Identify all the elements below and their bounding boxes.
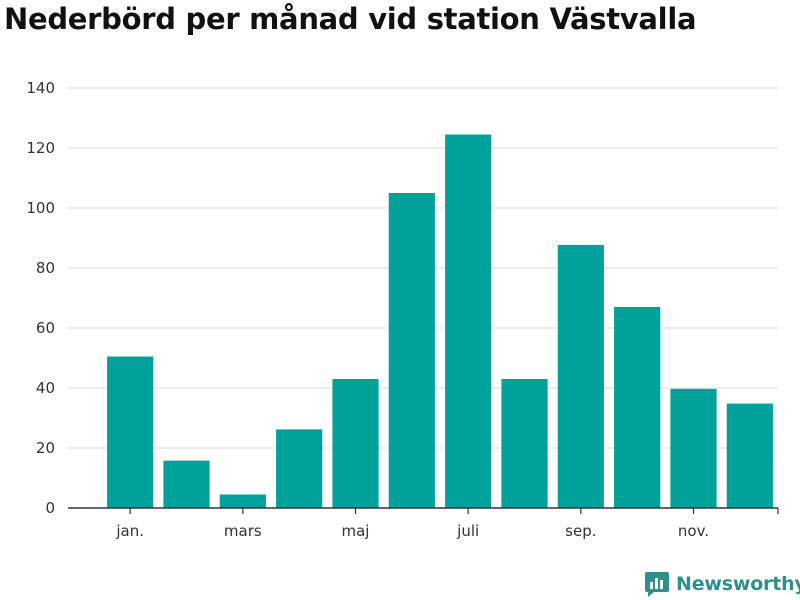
bar-feb	[163, 460, 210, 508]
chart-title: Nederbörd per månad vid station Västvall…	[4, 2, 697, 36]
bar-dec	[726, 403, 773, 508]
bar-jan	[107, 356, 154, 508]
bar-aug	[501, 379, 548, 508]
y-tick-label: 40	[36, 379, 55, 397]
y-tick-label: 140	[26, 79, 55, 97]
bar-mars	[219, 494, 266, 508]
bar-sep	[557, 244, 604, 508]
bar-nov	[670, 388, 717, 508]
y-tick-label: 0	[45, 499, 55, 517]
x-tick-label: jan.	[115, 522, 144, 540]
bar-apr	[276, 429, 323, 508]
y-axis-ticks: 0 20 40 60 80 100 120 140	[26, 79, 55, 517]
x-axis	[68, 507, 779, 514]
newsworthy-logo-text: Newsworthy	[676, 573, 800, 595]
x-tick-label: sep.	[565, 522, 596, 540]
y-tick-label: 100	[26, 199, 55, 217]
bar-maj	[332, 379, 379, 508]
x-tick-label: maj	[342, 522, 370, 540]
bar-okt	[614, 307, 661, 508]
x-tick-label: nov.	[678, 522, 709, 540]
x-axis-ticks: jan. mars maj juli sep. nov.	[115, 508, 709, 540]
bar-juni	[388, 193, 435, 508]
x-tick-label: mars	[224, 522, 262, 540]
bar-juli	[445, 134, 492, 508]
y-tick-label: 120	[26, 139, 55, 157]
bars	[107, 134, 773, 508]
x-tick-label: juli	[456, 522, 479, 540]
y-tick-label: 80	[36, 259, 55, 277]
newsworthy-logo-icon	[645, 572, 669, 597]
y-tick-label: 60	[36, 319, 55, 337]
y-tick-label: 20	[36, 439, 55, 457]
newsworthy-logo: Newsworthy	[644, 568, 800, 600]
